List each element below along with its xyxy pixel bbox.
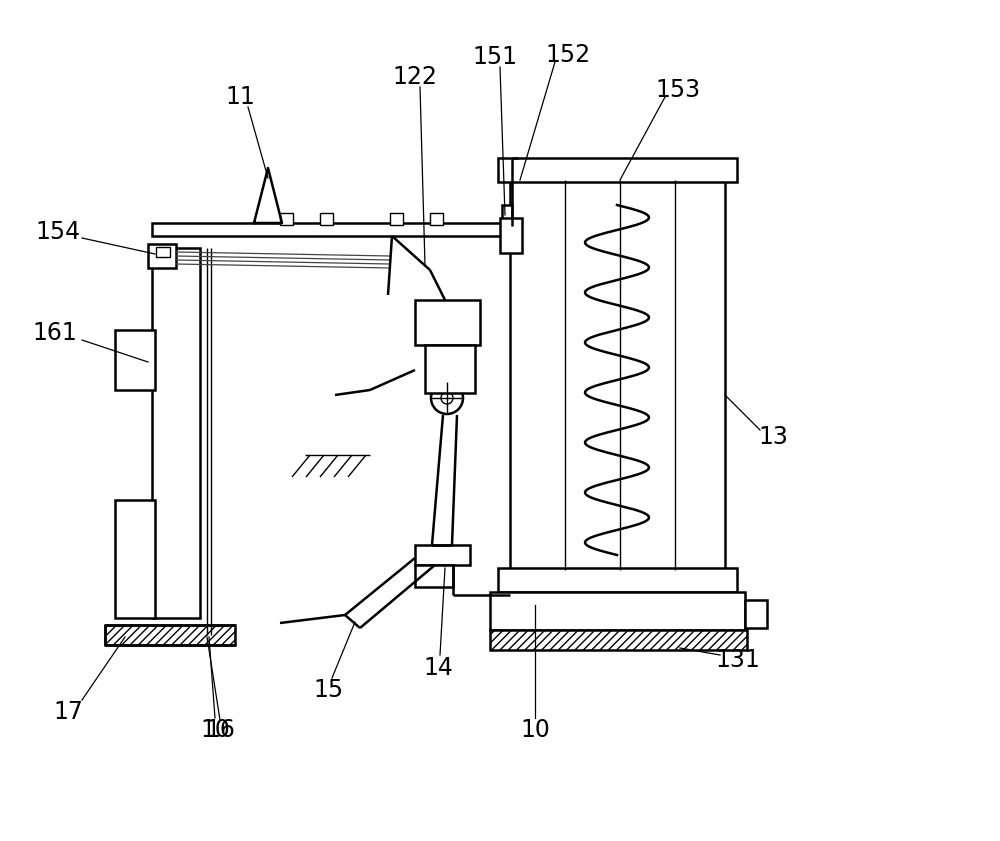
Bar	[320, 213, 333, 225]
Text: 151: 151	[473, 45, 518, 69]
Text: 152: 152	[545, 43, 591, 67]
Bar	[415, 565, 453, 587]
Bar	[430, 213, 443, 225]
Bar	[745, 600, 767, 628]
Text: 10: 10	[520, 718, 550, 742]
Bar	[425, 345, 475, 393]
Text: 15: 15	[313, 678, 343, 702]
Text: 131: 131	[716, 648, 760, 672]
Text: 10: 10	[200, 718, 230, 742]
Bar	[490, 592, 745, 630]
Bar	[105, 625, 235, 645]
Bar	[500, 218, 522, 253]
Bar	[415, 300, 480, 345]
Text: 161: 161	[33, 321, 77, 345]
Bar	[498, 158, 737, 182]
Bar	[152, 248, 200, 618]
Bar	[502, 205, 512, 238]
Text: 11: 11	[225, 85, 255, 109]
Bar	[498, 568, 737, 592]
Bar	[280, 213, 293, 225]
Text: 154: 154	[35, 220, 81, 244]
Bar	[510, 180, 725, 570]
Bar	[148, 244, 176, 268]
Bar	[415, 545, 470, 565]
Bar	[390, 213, 403, 225]
Text: 16: 16	[205, 718, 235, 742]
Text: 122: 122	[393, 65, 437, 89]
Bar	[152, 223, 510, 236]
Bar	[156, 247, 170, 257]
Text: 17: 17	[53, 700, 83, 724]
Text: 14: 14	[423, 656, 453, 680]
Text: 13: 13	[758, 425, 788, 449]
Bar	[115, 330, 155, 390]
Bar	[490, 630, 747, 650]
Text: 153: 153	[655, 78, 701, 102]
Bar	[115, 500, 155, 618]
